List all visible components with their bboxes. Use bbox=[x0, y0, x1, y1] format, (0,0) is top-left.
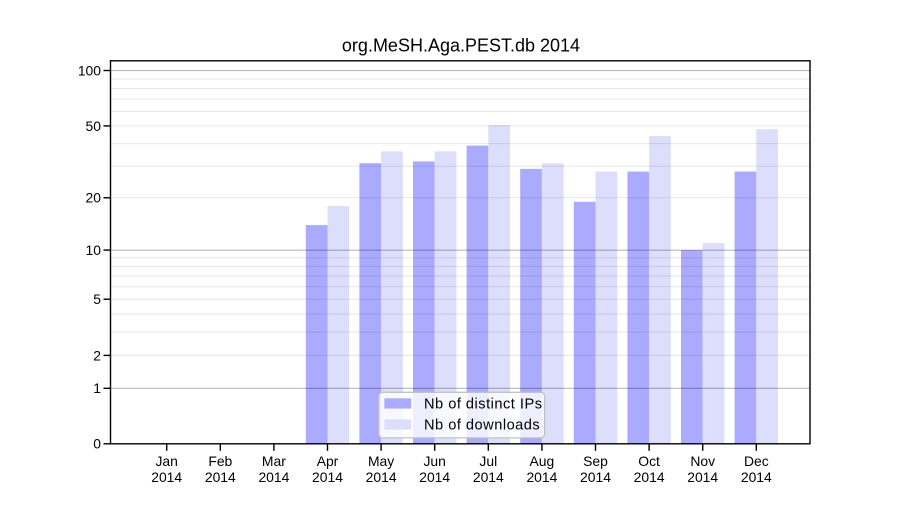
svg-text:2014: 2014 bbox=[634, 469, 665, 485]
svg-text:2: 2 bbox=[93, 347, 101, 363]
svg-text:1: 1 bbox=[93, 380, 101, 396]
svg-text:Jun: Jun bbox=[423, 453, 445, 469]
svg-text:0: 0 bbox=[93, 436, 101, 452]
svg-text:50: 50 bbox=[86, 118, 102, 134]
svg-text:Nb of downloads: Nb of downloads bbox=[424, 418, 540, 434]
svg-text:2014: 2014 bbox=[580, 469, 611, 485]
svg-text:2014: 2014 bbox=[312, 469, 343, 485]
svg-text:2014: 2014 bbox=[687, 469, 718, 485]
svg-text:Mar: Mar bbox=[262, 453, 286, 469]
svg-text:5: 5 bbox=[93, 291, 101, 307]
svg-text:Sep: Sep bbox=[583, 453, 608, 469]
svg-text:2014: 2014 bbox=[419, 469, 450, 485]
svg-text:100: 100 bbox=[78, 62, 101, 78]
svg-text:20: 20 bbox=[86, 190, 102, 206]
svg-text:Aug: Aug bbox=[530, 453, 555, 469]
svg-text:Jul: Jul bbox=[479, 453, 497, 469]
svg-text:May: May bbox=[368, 453, 394, 469]
svg-text:Apr: Apr bbox=[317, 453, 339, 469]
svg-text:2014: 2014 bbox=[526, 469, 557, 485]
svg-text:Feb: Feb bbox=[208, 453, 232, 469]
svg-text:Oct: Oct bbox=[638, 453, 660, 469]
svg-text:2014: 2014 bbox=[366, 469, 397, 485]
svg-text:2014: 2014 bbox=[205, 469, 236, 485]
svg-text:org.MeSH.Aga.PEST.db 2014: org.MeSH.Aga.PEST.db 2014 bbox=[342, 36, 580, 56]
svg-text:2014: 2014 bbox=[473, 469, 504, 485]
svg-text:10: 10 bbox=[86, 242, 102, 258]
svg-text:2014: 2014 bbox=[258, 469, 289, 485]
svg-text:Jan: Jan bbox=[155, 453, 177, 469]
svg-text:2014: 2014 bbox=[151, 469, 182, 485]
svg-text:Nb of distinct IPs: Nb of distinct IPs bbox=[424, 397, 543, 413]
svg-text:Dec: Dec bbox=[744, 453, 769, 469]
svg-text:2014: 2014 bbox=[741, 469, 772, 485]
svg-text:Nov: Nov bbox=[690, 453, 715, 469]
